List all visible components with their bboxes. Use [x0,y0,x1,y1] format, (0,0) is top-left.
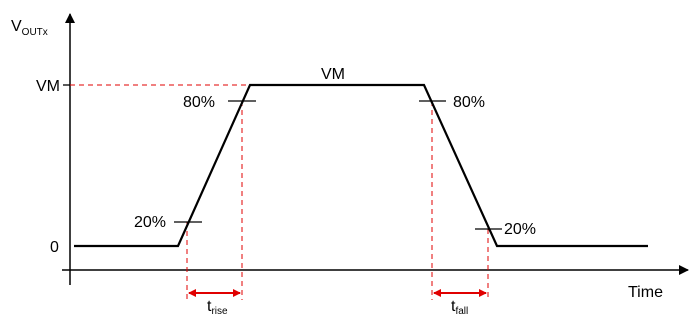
rise-20-label: 20% [134,214,166,231]
rise-80-label: 80% [183,94,215,111]
t-fall-label: tfall [451,298,468,317]
zero-level-label: 0 [50,239,59,256]
y-axis-label: VOUTx [11,18,48,38]
t-rise-label: trise [207,298,228,317]
fall-20-label: 20% [504,221,536,238]
waveform [74,83,648,248]
x-axis-label: Time [628,284,663,301]
vm-plateau-label: VM [321,66,345,83]
vm-level-label: VM [36,78,60,95]
fall-80-label: 80% [453,94,485,111]
